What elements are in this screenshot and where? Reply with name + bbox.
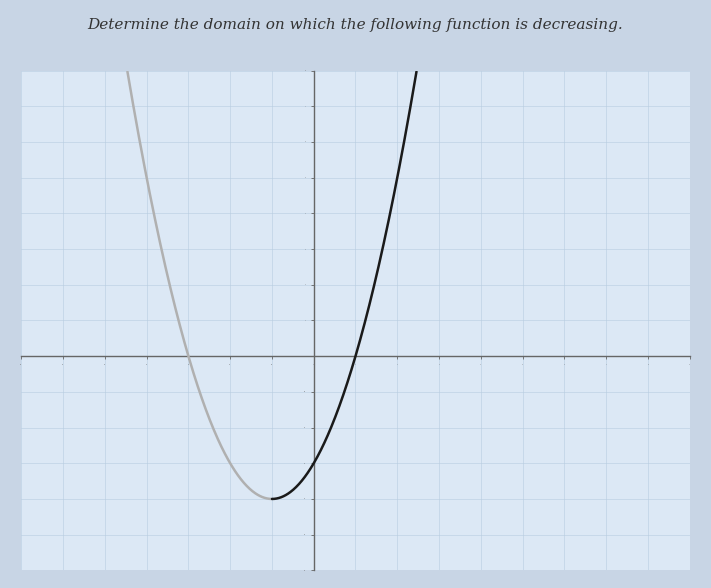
Text: Determine the domain on which the following function is decreasing.: Determine the domain on which the follow…	[87, 18, 624, 32]
